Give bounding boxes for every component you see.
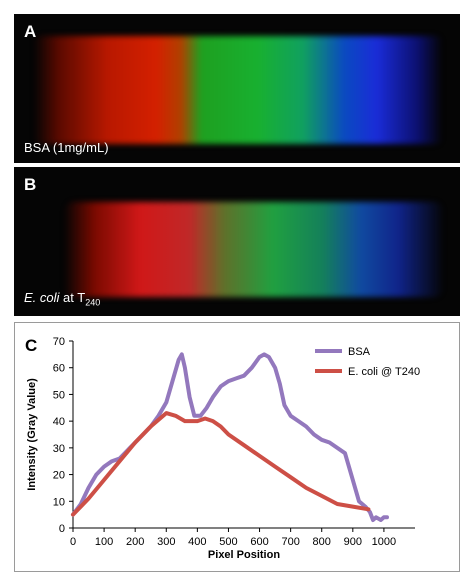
caption-time-subscript: 240: [85, 298, 100, 308]
y-tick-label: 50: [53, 389, 65, 401]
x-tick-label: 500: [219, 536, 237, 548]
y-tick-label: 60: [53, 363, 65, 375]
y-tick-label: 30: [53, 443, 65, 455]
y-tick-label: 20: [53, 470, 65, 482]
chart-series: [73, 354, 387, 520]
y-tick-label: 0: [59, 523, 65, 535]
y-tick-label: 40: [53, 416, 65, 428]
y-tick-label: 70: [53, 336, 65, 348]
panel-a-letter: A: [24, 22, 36, 42]
panel-c-letter: C: [25, 336, 37, 355]
chart-legend: BSA E. coli @ T240: [315, 346, 420, 378]
x-tick-label: 700: [281, 536, 299, 548]
panel-a-caption: BSA (1mg/mL): [24, 140, 109, 155]
caption-time-prefix: at T: [59, 290, 85, 305]
x-tick-label: 600: [250, 536, 268, 548]
ecoli-spectrum-band: [64, 202, 444, 297]
spectrum-image-ecoli: B E. coli at T240: [14, 167, 460, 316]
x-axis-title: Pixel Position: [208, 549, 280, 561]
bsa-spectrum-band: [34, 36, 442, 144]
x-tick-label: 900: [344, 536, 362, 548]
panel-b-caption: E. coli at T240: [24, 290, 100, 308]
x-tick-label: 800: [313, 536, 331, 548]
x-tick-label: 400: [188, 536, 206, 548]
x-tick-label: 300: [157, 536, 175, 548]
legend-label: BSA: [348, 346, 371, 358]
x-tick-label: 0: [70, 536, 76, 548]
x-tick-label: 1000: [372, 536, 396, 548]
y-axis-title: Intensity (Gray Value): [26, 378, 38, 491]
legend-label: E. coli @ T240: [348, 366, 420, 378]
intensity-chart-panel: C 0 10 20 30 40 50 60 70 0 100 200 300 400 500 600 700 8…: [14, 322, 460, 572]
y-tick-label: 10: [53, 496, 65, 508]
x-tick-label: 200: [126, 536, 144, 548]
spectrum-image-bsa: A BSA (1mg/mL): [14, 14, 460, 163]
caption-organism: E. coli: [24, 290, 59, 305]
series-line-ecoli: [73, 413, 368, 514]
x-tick-label: 100: [95, 536, 113, 548]
panel-b-letter: B: [24, 175, 36, 195]
